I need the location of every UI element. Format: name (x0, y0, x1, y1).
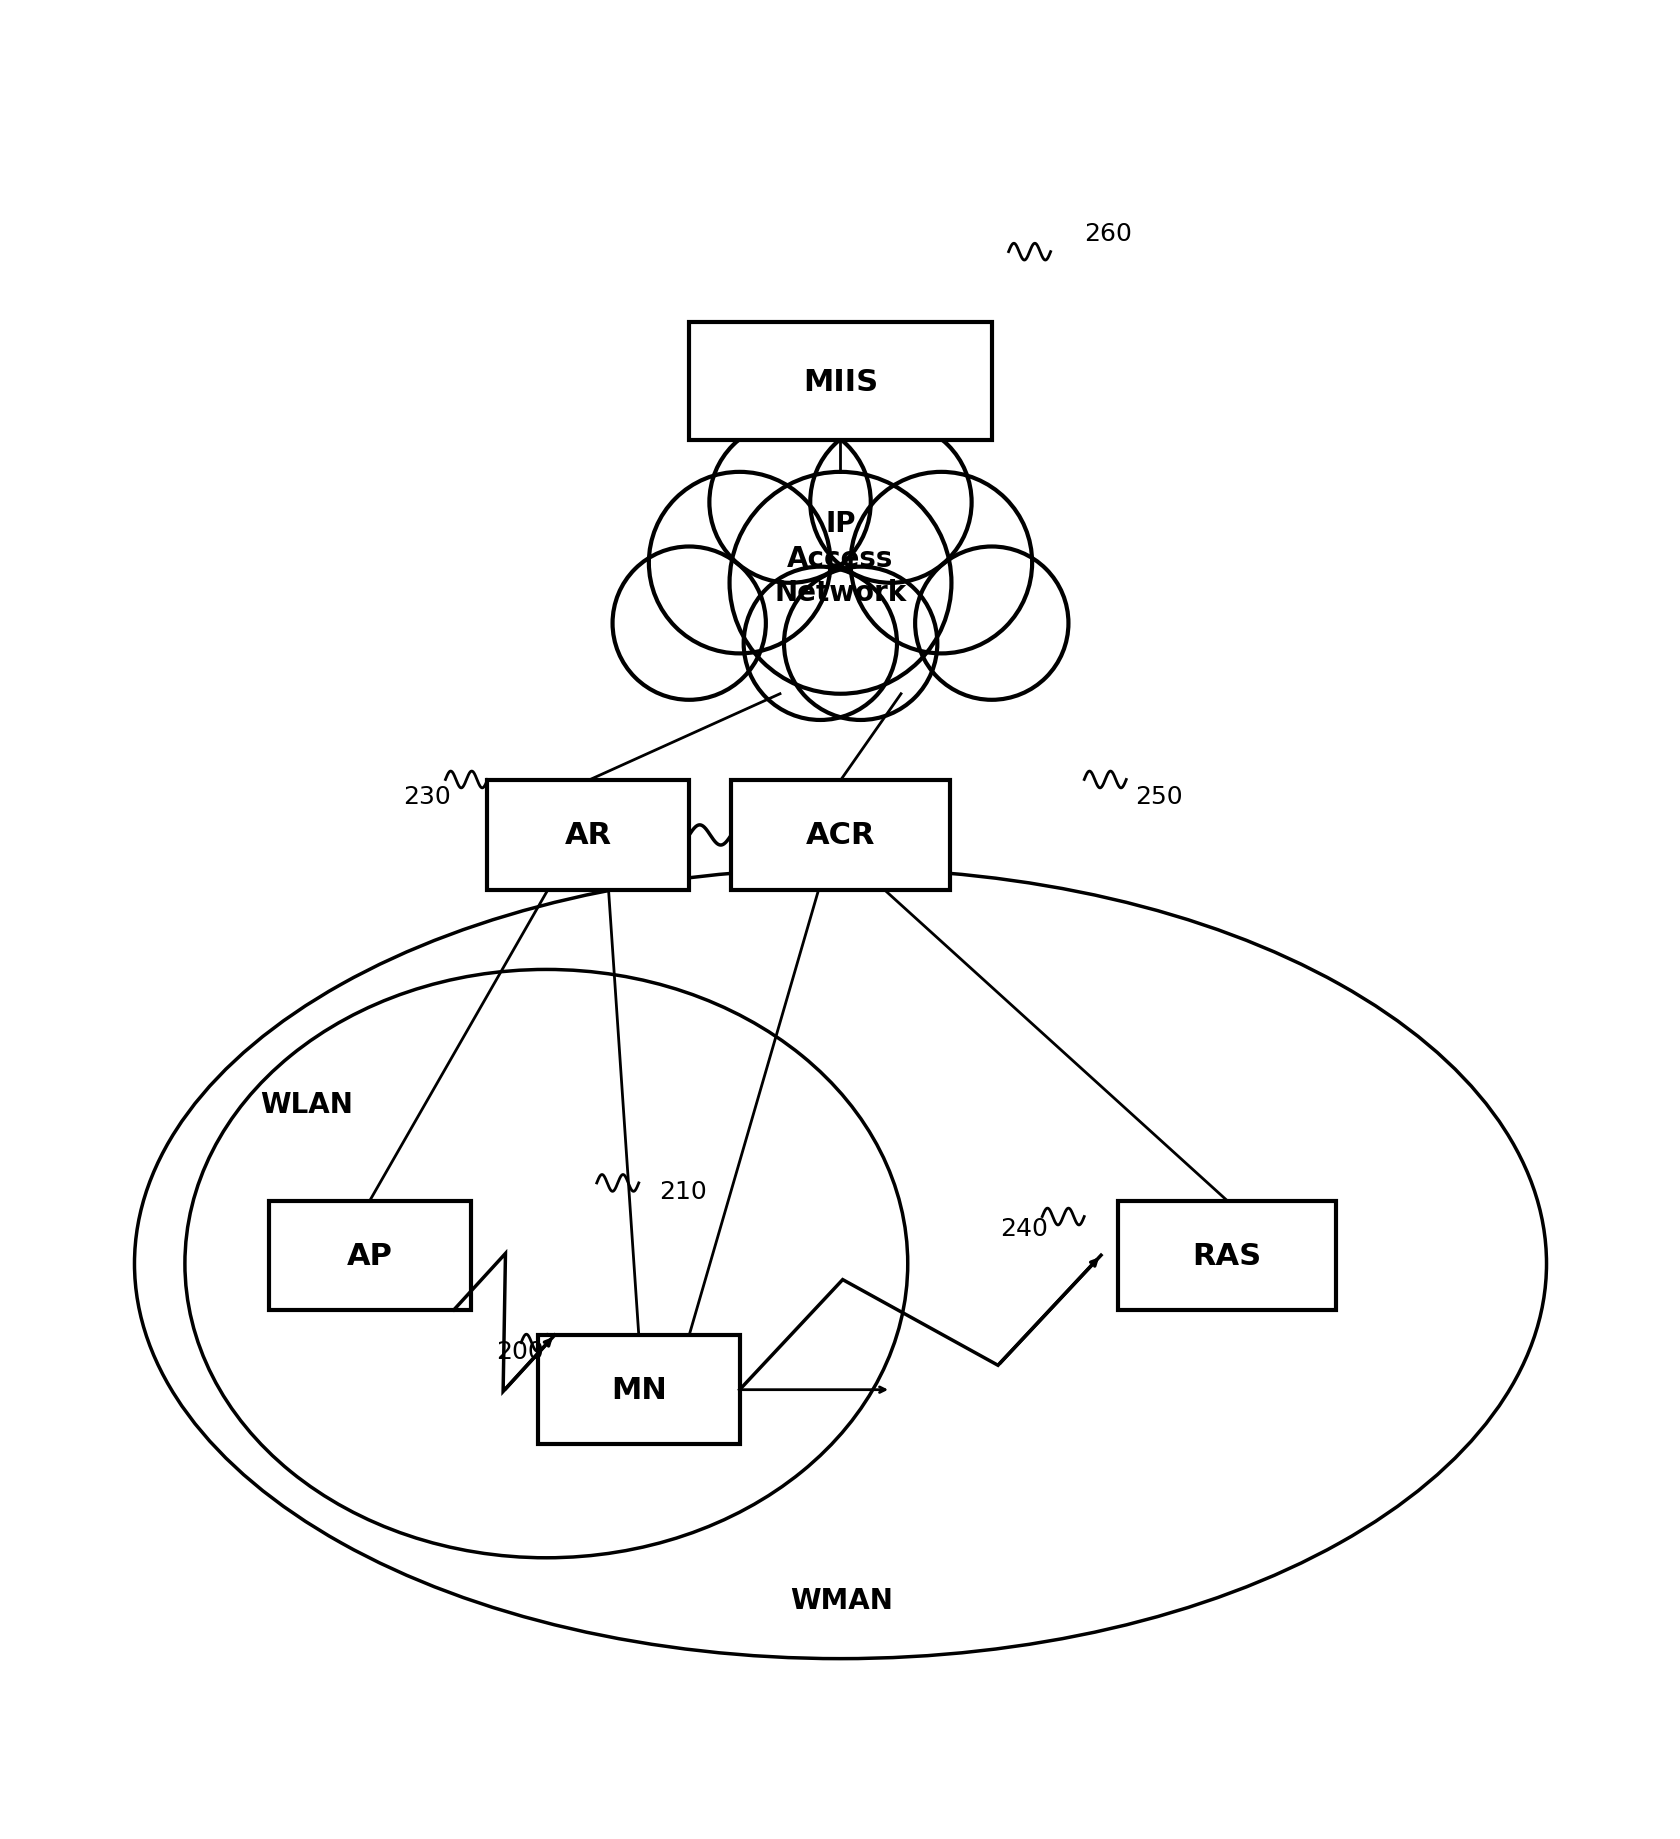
Text: AP: AP (346, 1241, 393, 1271)
Circle shape (914, 548, 1068, 701)
Text: WLAN: WLAN (260, 1091, 353, 1118)
Circle shape (783, 568, 937, 721)
Text: WMAN: WMAN (790, 1585, 892, 1615)
Text: IP
Access
Network: IP Access Network (774, 509, 906, 607)
Text: MIIS: MIIS (803, 368, 877, 397)
FancyBboxPatch shape (731, 782, 949, 890)
FancyBboxPatch shape (538, 1335, 739, 1444)
Circle shape (850, 473, 1032, 655)
Text: 240: 240 (1000, 1217, 1047, 1241)
Text: MN: MN (610, 1376, 667, 1405)
Circle shape (612, 548, 766, 701)
Text: 200: 200 (496, 1339, 543, 1363)
Text: 210: 210 (659, 1179, 706, 1205)
Text: RAS: RAS (1191, 1241, 1262, 1271)
Circle shape (709, 423, 870, 583)
Circle shape (743, 568, 897, 721)
Circle shape (648, 473, 830, 655)
Text: 230: 230 (403, 785, 450, 809)
Text: 260: 260 (1084, 223, 1131, 246)
FancyBboxPatch shape (487, 782, 689, 890)
FancyBboxPatch shape (269, 1201, 470, 1309)
FancyBboxPatch shape (689, 324, 991, 441)
Text: ACR: ACR (805, 820, 875, 850)
Circle shape (729, 473, 951, 695)
Text: 250: 250 (1134, 785, 1181, 809)
Circle shape (810, 423, 971, 583)
Text: AR: AR (564, 820, 612, 850)
FancyBboxPatch shape (1117, 1201, 1336, 1309)
